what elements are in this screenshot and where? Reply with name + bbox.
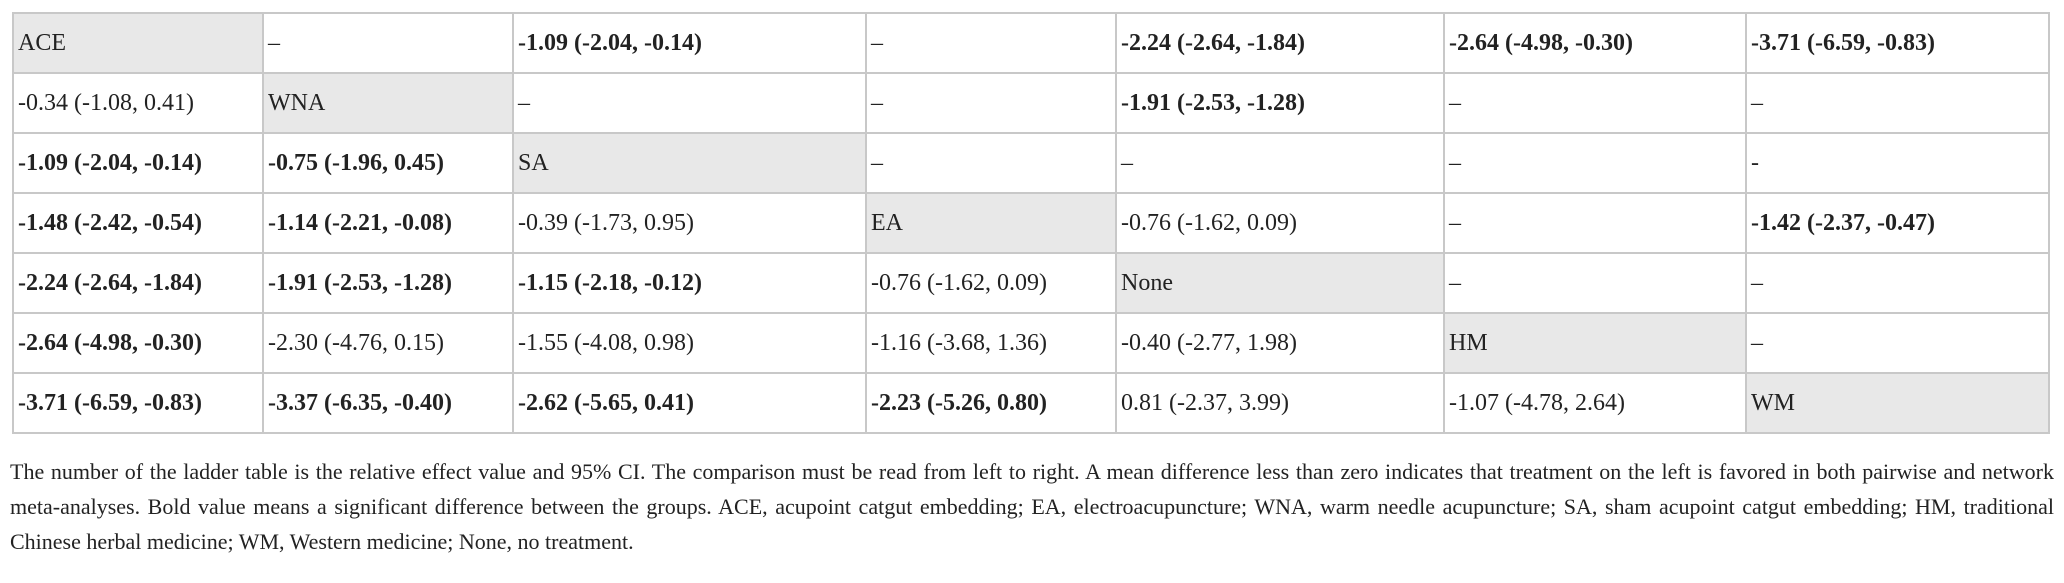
effect-cell: – <box>1443 192 1747 254</box>
table-row: -0.34 (-1.08, 0.41) WNA – – -1.91 (-2.53, -1… <box>12 72 2050 134</box>
table-row: ACE – -1.09 (-2.04, -0.14) – -2.24 (-2.64, -… <box>12 12 2050 74</box>
effect-cell: -1.91 (-2.53, -1.28) <box>1115 72 1445 134</box>
effect-cell: – <box>1745 312 2050 374</box>
effect-cell: -1.55 (-4.08, 0.98) <box>512 312 867 374</box>
effect-cell: – <box>1115 132 1445 194</box>
effect-cell: – <box>512 72 867 134</box>
treatment-cell: HM <box>1443 312 1747 374</box>
table-row: -2.24 (-2.64, -1.84) -1.91 (-2.53, -1.28)… <box>12 252 2050 314</box>
treatment-cell: ACE <box>12 12 264 74</box>
treatment-cell: SA <box>512 132 867 194</box>
effect-cell: -2.64 (-4.98, -0.30) <box>1443 12 1747 74</box>
effect-cell: -1.07 (-4.78, 2.64) <box>1443 372 1747 434</box>
effect-cell: – <box>865 72 1117 134</box>
effect-cell: -2.30 (-4.76, 0.15) <box>262 312 514 374</box>
effect-cell: -2.62 (-5.65, 0.41) <box>512 372 867 434</box>
effect-cell: -1.48 (-2.42, -0.54) <box>12 192 264 254</box>
table-row: -3.71 (-6.59, -0.83) -3.37 (-6.35, -0.40)… <box>12 372 2050 434</box>
effect-cell: – <box>1745 252 2050 314</box>
treatment-cell: None <box>1115 252 1445 314</box>
effect-cell: – <box>865 132 1117 194</box>
table-row: -1.09 (-2.04, -0.14) -0.75 (-1.96, 0.45) S… <box>12 132 2050 194</box>
effect-cell: -2.64 (-4.98, -0.30) <box>12 312 264 374</box>
effect-cell: -0.75 (-1.96, 0.45) <box>262 132 514 194</box>
treatment-cell: EA <box>865 192 1117 254</box>
effect-cell: -1.09 (-2.04, -0.14) <box>12 132 264 194</box>
table-body: ACE – -1.09 (-2.04, -0.14) – -2.24 (-2.64, -… <box>12 12 2050 434</box>
effect-cell: -0.34 (-1.08, 0.41) <box>12 72 264 134</box>
effect-cell: -0.76 (-1.62, 0.09) <box>1115 192 1445 254</box>
table-row: -2.64 (-4.98, -0.30) -2.30 (-4.76, 0.15) -… <box>12 312 2050 374</box>
effect-cell: -0.39 (-1.73, 0.95) <box>512 192 867 254</box>
effect-cell: – <box>1443 132 1747 194</box>
ladder-table: ACE – -1.09 (-2.04, -0.14) – -2.24 (-2.64, -… <box>12 12 2050 434</box>
effect-cell: -3.71 (-6.59, -0.83) <box>1745 12 2050 74</box>
effect-cell: -1.09 (-2.04, -0.14) <box>512 12 867 74</box>
effect-cell: -2.23 (-5.26, 0.80) <box>865 372 1117 434</box>
table-row: -1.48 (-2.42, -0.54) -1.14 (-2.21, -0.08)… <box>12 192 2050 254</box>
effect-cell: – <box>262 12 514 74</box>
effect-cell: – <box>1443 252 1747 314</box>
effect-cell: -2.24 (-2.64, -1.84) <box>12 252 264 314</box>
effect-cell: - <box>1745 132 2050 194</box>
effect-cell: -0.40 (-2.77, 1.98) <box>1115 312 1445 374</box>
effect-cell: -0.76 (-1.62, 0.09) <box>865 252 1117 314</box>
effect-cell: – <box>865 12 1117 74</box>
effect-cell: -1.15 (-2.18, -0.12) <box>512 252 867 314</box>
effect-cell: -1.14 (-2.21, -0.08) <box>262 192 514 254</box>
effect-cell: – <box>1443 72 1747 134</box>
footnote: The number of the ladder table is the re… <box>10 459 2054 554</box>
treatment-cell: WNA <box>262 72 514 134</box>
effect-cell: -3.71 (-6.59, -0.83) <box>12 372 264 434</box>
effect-cell: – <box>1745 72 2050 134</box>
effect-cell: -3.37 (-6.35, -0.40) <box>262 372 514 434</box>
effect-cell: -1.42 (-2.37, -0.47) <box>1745 192 2050 254</box>
effect-cell: -1.91 (-2.53, -1.28) <box>262 252 514 314</box>
effect-cell: -2.24 (-2.64, -1.84) <box>1115 12 1445 74</box>
effect-cell: -1.16 (-3.68, 1.36) <box>865 312 1117 374</box>
treatment-cell: WM <box>1745 372 2050 434</box>
effect-cell: 0.81 (-2.37, 3.99) <box>1115 372 1445 434</box>
